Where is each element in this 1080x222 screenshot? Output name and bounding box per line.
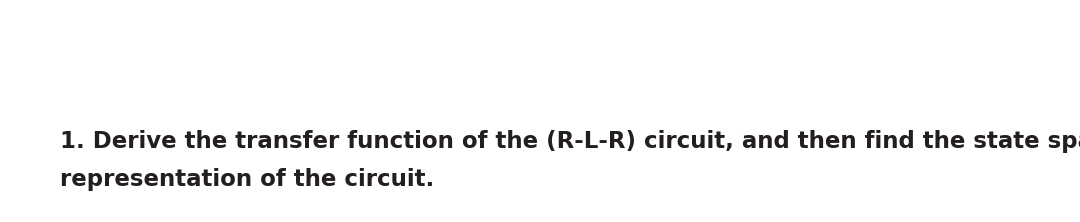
Text: representation of the circuit.: representation of the circuit. bbox=[60, 168, 434, 191]
Text: 1. Derive the transfer function of the (R-L-R) circuit, and then find the state : 1. Derive the transfer function of the (… bbox=[60, 130, 1080, 153]
